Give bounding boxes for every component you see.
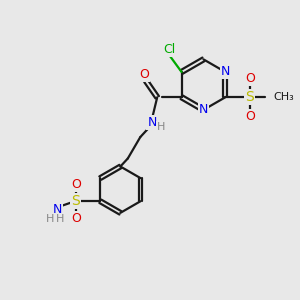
Text: O: O — [245, 72, 255, 85]
Text: N: N — [148, 116, 157, 129]
Text: S: S — [72, 194, 80, 208]
Text: H: H — [157, 122, 165, 132]
Text: O: O — [140, 68, 149, 81]
Text: S: S — [245, 90, 254, 104]
Text: Cl: Cl — [164, 44, 176, 56]
Text: H: H — [46, 214, 54, 224]
Text: H: H — [56, 214, 64, 224]
Text: O: O — [245, 110, 255, 123]
Text: O: O — [71, 212, 81, 225]
Text: N: N — [199, 103, 208, 116]
Text: N: N — [53, 203, 62, 216]
Text: O: O — [71, 178, 81, 190]
Text: CH₃: CH₃ — [273, 92, 294, 102]
Text: N: N — [221, 65, 230, 79]
